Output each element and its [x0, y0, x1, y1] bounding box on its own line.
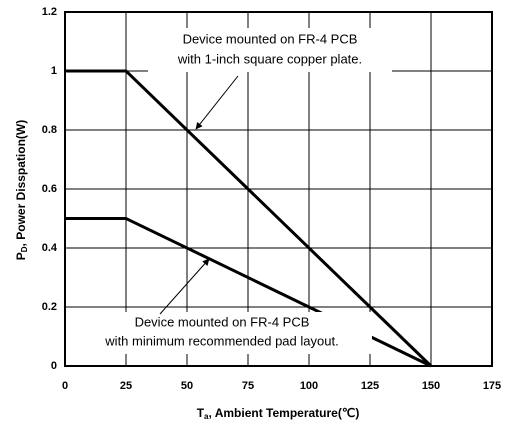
x-tick-label: 75: [242, 380, 254, 392]
annotation: Device mounted on FR-4 PCB: [183, 31, 358, 46]
x-tick-label: 125: [361, 380, 379, 392]
y-tick-label: 0.8: [42, 124, 57, 136]
y-tick-label: 0.2: [42, 301, 57, 313]
x-tick-label: 175: [483, 380, 501, 392]
x-tick-label: 150: [422, 380, 440, 392]
x-tick-label: 0: [62, 380, 68, 392]
annotation-arrow: [159, 258, 210, 315]
annotation: with 1-inch square copper plate.: [177, 51, 362, 66]
annotation: Device mounted on FR-4 PCB: [135, 314, 310, 329]
x-tick-label: 100: [300, 380, 318, 392]
annotation: with minimum recommended pad layout.: [104, 333, 338, 348]
y-axis-label: PD, Power Disspation(W): [14, 120, 29, 260]
x-axis-label: Ta, Ambient Temperature(℃): [197, 406, 360, 421]
y-tick-label: 1: [51, 65, 57, 77]
annotation-box: [74, 312, 372, 354]
y-tick-label: 1.2: [42, 6, 57, 18]
plot-frame: [64, 11, 493, 367]
series-line: [65, 69, 433, 368]
y-tick-label: 0.4: [42, 242, 58, 254]
x-tick-label: 50: [181, 380, 193, 392]
x-tick-label: 25: [120, 380, 132, 392]
y-tick-label: 0: [51, 360, 57, 372]
y-tick-label: 0.6: [42, 183, 57, 195]
annotation-arrow: [195, 75, 239, 130]
annotation-box: [148, 28, 392, 72]
